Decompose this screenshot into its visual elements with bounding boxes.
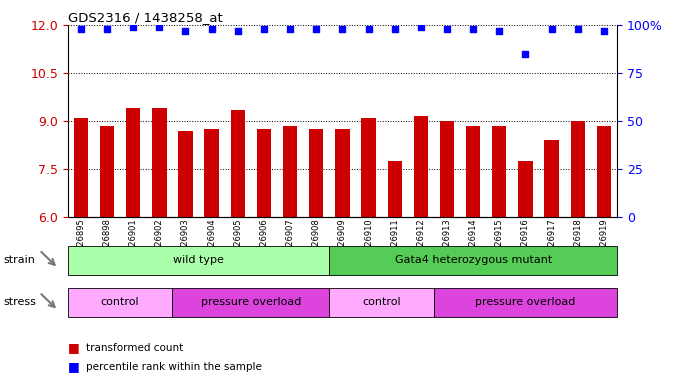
- Point: [494, 28, 504, 34]
- Point: [337, 26, 348, 32]
- Point: [75, 26, 86, 32]
- Bar: [466, 126, 480, 217]
- Bar: [205, 129, 219, 217]
- Bar: [68, 246, 330, 275]
- Point: [154, 24, 165, 30]
- Bar: [388, 161, 402, 217]
- Point: [363, 26, 374, 32]
- Text: pressure overload: pressure overload: [475, 297, 576, 308]
- Bar: [544, 140, 559, 217]
- Point: [389, 26, 400, 32]
- Bar: [126, 108, 140, 217]
- Bar: [152, 108, 167, 217]
- Bar: [518, 161, 533, 217]
- Point: [441, 26, 452, 32]
- Bar: [178, 131, 193, 217]
- Bar: [100, 126, 114, 217]
- Text: GDS2316 / 1438258_at: GDS2316 / 1438258_at: [68, 11, 222, 24]
- Text: ■: ■: [68, 360, 79, 373]
- Bar: [414, 116, 428, 217]
- Point: [285, 26, 296, 32]
- Bar: [231, 110, 245, 217]
- Text: control: control: [362, 297, 401, 308]
- Bar: [434, 288, 617, 317]
- Bar: [257, 129, 271, 217]
- Bar: [74, 118, 88, 217]
- Point: [180, 28, 191, 34]
- Text: ■: ■: [68, 341, 79, 354]
- Bar: [335, 129, 350, 217]
- Bar: [309, 129, 323, 217]
- Bar: [283, 126, 297, 217]
- Bar: [597, 126, 611, 217]
- Text: percentile rank within the sample: percentile rank within the sample: [86, 362, 262, 372]
- Text: Gata4 heterozygous mutant: Gata4 heterozygous mutant: [395, 255, 552, 265]
- Point: [311, 26, 321, 32]
- Point: [102, 26, 113, 32]
- Bar: [330, 246, 617, 275]
- Text: stress: stress: [3, 297, 36, 308]
- Bar: [571, 121, 585, 217]
- Bar: [68, 288, 172, 317]
- Text: control: control: [101, 297, 140, 308]
- Bar: [172, 288, 330, 317]
- Point: [233, 28, 243, 34]
- Text: strain: strain: [3, 255, 35, 265]
- Bar: [440, 121, 454, 217]
- Bar: [492, 126, 506, 217]
- Point: [572, 26, 583, 32]
- Text: pressure overload: pressure overload: [201, 297, 301, 308]
- Point: [127, 24, 138, 30]
- Bar: [330, 288, 434, 317]
- Point: [520, 51, 531, 57]
- Text: transformed count: transformed count: [86, 343, 183, 353]
- Point: [468, 26, 479, 32]
- Point: [258, 26, 269, 32]
- Point: [416, 24, 426, 30]
- Text: wild type: wild type: [173, 255, 224, 265]
- Point: [599, 28, 610, 34]
- Point: [546, 26, 557, 32]
- Bar: [361, 118, 376, 217]
- Point: [206, 26, 217, 32]
